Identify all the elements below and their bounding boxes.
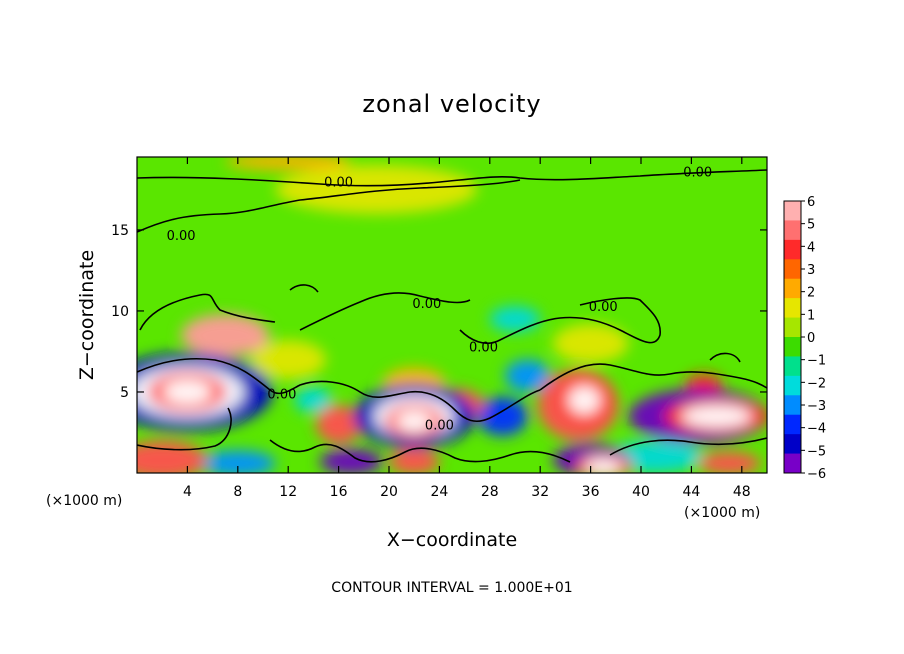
x-tick-label: 32 [531,484,549,500]
contour-line [709,352,741,363]
x-tick-label: 48 [733,484,751,500]
contour-label: 0.00 [469,341,498,356]
colorbar-label: −6 [807,467,826,482]
x-tick-label: 4 [183,484,192,500]
colorbar-label: 3 [807,263,815,278]
x-tick-label: 40 [632,484,650,500]
x-tick-label: 16 [330,484,348,500]
contour-label: 0.00 [589,300,618,315]
colorbar-label: 2 [807,286,815,301]
x-tick-label: 28 [481,484,499,500]
colorbar-swatch [784,317,801,338]
velocity-blob [319,448,383,473]
contour-label: 0.00 [167,229,196,244]
velocity-blob [552,323,629,363]
colorbar-label: 1 [807,308,815,323]
colorbar-swatch [784,278,801,299]
x-tick-label: 20 [380,484,398,500]
colorbar-swatch [784,298,801,319]
colorbar-swatch [784,453,801,474]
colorbar-label: 0 [807,331,815,346]
colorbar-swatch [784,259,801,280]
x-tick-label: 8 [233,484,242,500]
contour-line [539,363,767,391]
x-tick-label: 12 [279,484,297,500]
contour-line [459,297,661,345]
contour-line [137,407,232,451]
y-tick-label: 15 [111,223,129,239]
velocity-blob [681,404,752,428]
contour-line [137,179,521,233]
colorbar-swatch [784,414,801,435]
colorbar-label: 5 [807,218,815,233]
colorbar-label: −1 [807,354,826,369]
colorbar-swatch [784,337,801,357]
velocity-blob [489,306,541,333]
y-tick-label: 5 [120,385,129,401]
velocity-blob [504,359,551,392]
contour-line [609,437,767,456]
contour-line [299,292,471,331]
x-tick-label: 24 [430,484,448,500]
y-tick-label: 10 [111,304,129,320]
chart-title: zonal velocity [362,90,541,118]
velocity-blob [567,385,601,415]
contour-label: 0.00 [412,297,441,312]
zero-contours [137,169,767,463]
colorbar-swatch [784,239,801,260]
y-axis-ticks: 5 10 15 [111,223,767,401]
contour-interval-note: CONTOUR INTERVAL = 1.000E+01 [331,580,572,596]
velocity-blob [137,440,207,473]
colorbar-label: 4 [807,240,815,255]
velocity-blob [389,448,440,473]
y-axis-title: Z−coordinate [76,250,98,380]
velocity-blob [685,374,723,394]
contour-label: 0.00 [324,175,353,190]
velocity-blob [395,409,434,433]
x-tick-label: 36 [582,484,600,500]
velocity-blob [584,458,623,473]
contour-line [137,357,541,422]
colorbar-swatch [784,395,801,416]
contour-line [289,284,319,293]
contour-label: 0.00 [267,388,296,403]
colorbar-label: 6 [807,195,815,210]
velocity-blob [477,396,528,436]
contour-label: 0.00 [425,418,454,433]
contour-label: 0.00 [683,166,712,181]
colorbar-swatch [784,356,801,377]
contour-line [269,439,571,463]
velocity-blob [250,340,326,380]
plot-frame [136,156,768,474]
contour-labels: 0.00 0.00 0.00 0.00 0.00 0.00 0.00 0.00 [167,166,713,434]
colorbar-label: −4 [807,422,826,437]
colorbar-label: −2 [807,376,826,391]
colorbar-label: −3 [807,399,826,414]
x-tick-label: 44 [682,484,700,500]
contour-line [139,293,276,331]
plot-area: 0.00 0.00 0.00 0.00 0.00 0.00 0.00 0.00 [137,157,767,473]
velocity-blob [275,165,478,214]
x-axis-ticks: 4 8 12 16 20 24 28 32 36 40 44 48 [183,157,751,500]
contour-line [137,169,767,187]
colorbar-label: −5 [807,444,826,459]
velocity-blob [315,404,362,444]
colorbar: 6 5 4 3 2 1 0 −1 −2 −3 −4 −5 −6 [783,195,826,482]
colorbar-swatch [784,201,801,221]
x-axis-unit: (×1000 m) [684,505,760,521]
velocity-field [137,157,767,473]
x-axis-title: X−coordinate [387,529,517,551]
velocity-blob [294,387,333,414]
y-axis-unit: (×1000 m) [46,493,122,509]
colorbar-swatch [784,220,801,241]
velocity-blob [200,450,276,473]
velocity-blob [697,451,761,473]
colorbar-swatch [784,375,801,396]
velocity-blob [181,314,270,357]
velocity-blob [162,379,213,405]
colorbar-swatch [784,434,801,455]
